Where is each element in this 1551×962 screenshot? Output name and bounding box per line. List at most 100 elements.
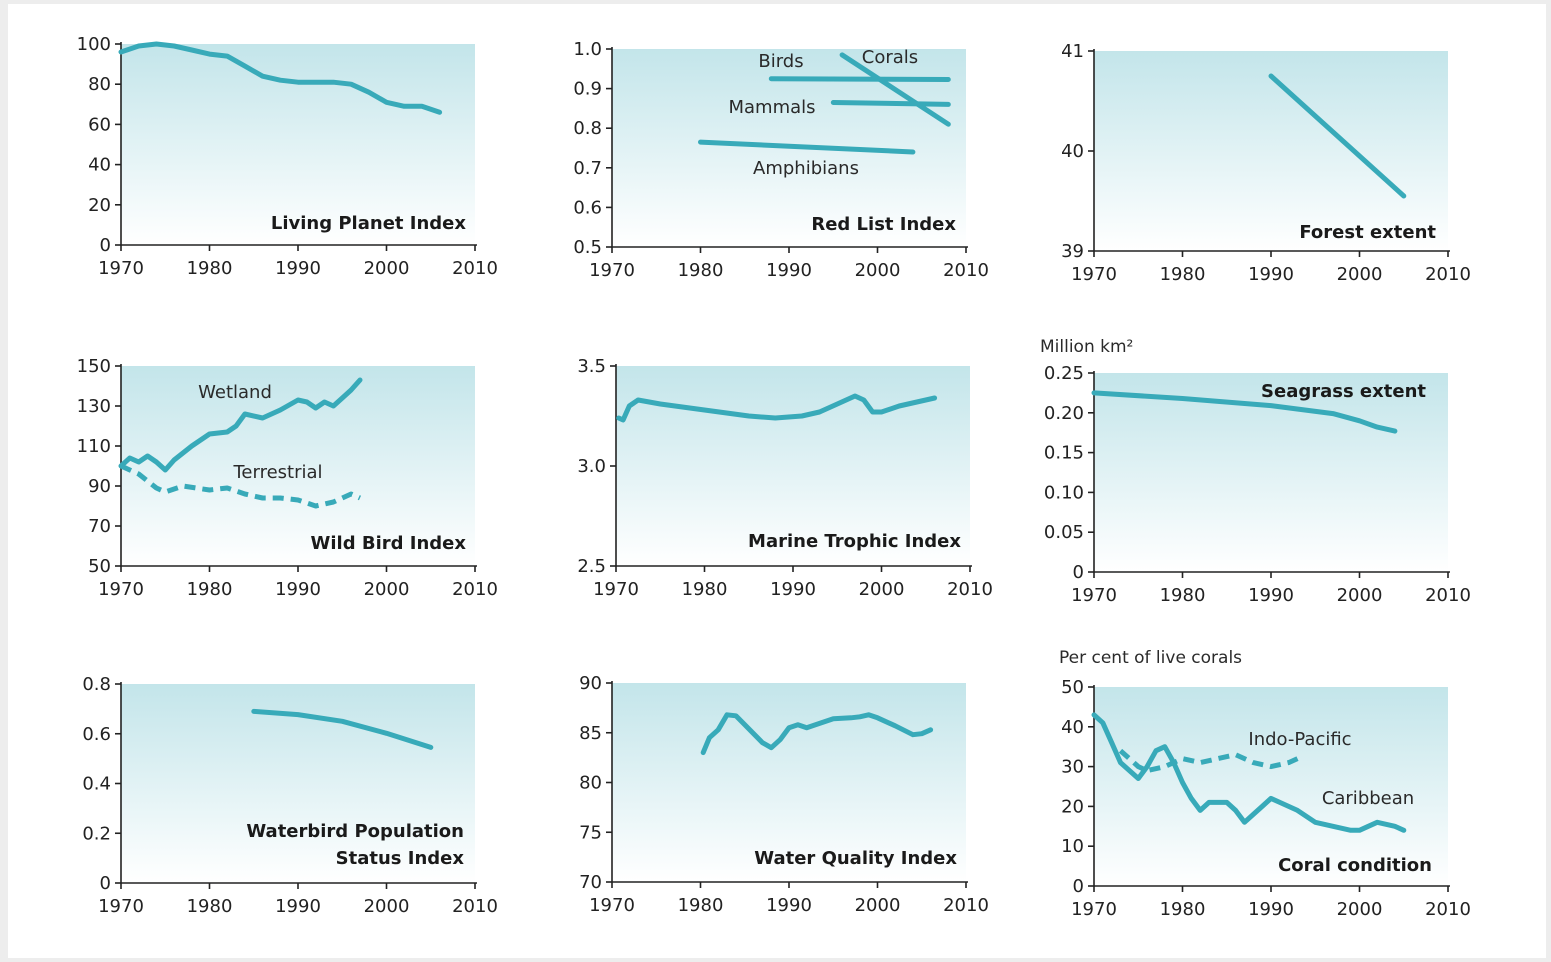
series-line-wetland: [118, 377, 363, 473]
x-tick-label: 2010: [1425, 264, 1471, 285]
plot-area: [121, 44, 475, 245]
x-tick-label: 1980: [1160, 585, 1206, 606]
panel-title: Waterbird Population: [246, 821, 464, 842]
y-tick-label: 0.8: [82, 674, 111, 695]
x-tick-label: 2010: [943, 895, 989, 916]
x-tick-label: 1980: [678, 260, 724, 281]
panel-waterbird: 1970 1980 1990 2000 2010 0 0.2 0.4 0.6 0.8 Waterbi…: [82, 674, 498, 917]
unit-label: Per cent of live corals: [1059, 648, 1242, 668]
x-tick-label: 1980: [1160, 264, 1206, 285]
y-tick-label: 0: [100, 873, 111, 894]
y-tick-label: 0.2: [82, 823, 111, 844]
plot-area: [612, 683, 966, 882]
x-tick-label: 1970: [1071, 264, 1117, 285]
x-tick-label: 1970: [98, 579, 144, 600]
y-tick-label: 100: [77, 34, 111, 55]
x-tick-label: 2010: [1425, 585, 1471, 606]
series-line-birds: [768, 76, 951, 82]
plot-area: [1094, 687, 1448, 886]
x-tick-label: 1990: [1248, 585, 1294, 606]
series-label: Wetland: [198, 382, 272, 403]
series-label: Indo-Pacific: [1248, 729, 1351, 750]
y-tick-label: 0.7: [573, 158, 602, 179]
y-tick-label: 30: [1061, 757, 1084, 778]
panel-title: Red List Index: [811, 214, 956, 235]
y-tick-label: 0: [1073, 876, 1084, 897]
y-tick-label: 60: [88, 114, 111, 135]
plot-area: [121, 684, 475, 883]
x-tick-label: 1970: [589, 260, 635, 281]
series-label: Mammals: [728, 97, 815, 118]
y-tick-label: 70: [88, 516, 111, 537]
series-line-indo-pacific: [1118, 748, 1299, 774]
x-tick-label: 2010: [452, 896, 498, 917]
panel-title: Forest extent: [1299, 222, 1436, 243]
series-line: [251, 708, 434, 750]
series-line-terrestrial: [119, 463, 362, 509]
x-tick-label: 2000: [364, 579, 410, 600]
x-tick-label: 1970: [98, 258, 144, 279]
y-tick-label: 0.5: [573, 237, 602, 258]
y-tick-label: 0: [1073, 562, 1084, 583]
x-tick-label: 2000: [364, 258, 410, 279]
y-tick-label: 70: [579, 872, 602, 893]
y-tick-label: 0.20: [1044, 403, 1084, 424]
y-tick-label: 0.6: [82, 724, 111, 745]
panel-title: Seagrass extent: [1261, 381, 1426, 402]
x-tick-label: 1990: [275, 579, 321, 600]
series-line: [616, 393, 938, 423]
x-tick-label: 1970: [589, 895, 635, 916]
y-tick-label: 40: [88, 155, 111, 176]
x-tick-label: 2000: [1337, 264, 1383, 285]
y-tick-label: 3.0: [577, 456, 606, 477]
x-tick-label: 2010: [452, 579, 498, 600]
series-line: [1091, 390, 1398, 434]
y-tick-label: 39: [1061, 241, 1084, 262]
series-label: Corals: [862, 47, 918, 68]
plot-area: [1094, 51, 1448, 251]
x-tick-label: 1990: [275, 896, 321, 917]
x-tick-label: 2000: [1337, 585, 1383, 606]
figure: 1970 1980 1990 2000 2010 0 20 40 60 80 100 Living P…: [8, 4, 1546, 958]
x-tick-label: 1980: [187, 258, 233, 279]
y-tick-label: 3.5: [577, 356, 606, 377]
y-tick-label: 110: [77, 436, 111, 457]
x-tick-label: 1970: [593, 579, 639, 600]
y-tick-label: 85: [579, 723, 602, 744]
x-tick-label: 1990: [275, 258, 321, 279]
x-tick-label: 1990: [766, 260, 812, 281]
x-tick-label: 1990: [766, 895, 812, 916]
panel-coral: 1970 1980 1990 2000 2010 0 10 20 30 40 50 Caribbean…: [1059, 648, 1471, 920]
panel-title: Water Quality Index: [754, 848, 957, 869]
y-tick-label: 150: [77, 356, 111, 377]
panel-title: Status Index: [336, 848, 465, 869]
y-tick-label: 40: [1061, 717, 1084, 738]
series-line: [1268, 73, 1407, 199]
x-tick-label: 1990: [770, 579, 816, 600]
y-tick-label: 40: [1061, 141, 1084, 162]
unit-label: Million km²: [1040, 337, 1133, 357]
y-tick-label: 50: [88, 556, 111, 577]
plot-area: [1094, 373, 1448, 572]
panel-title: Coral condition: [1278, 855, 1432, 876]
y-tick-label: 41: [1061, 41, 1084, 62]
panel-mti: 1970 1980 1990 2000 2010 2.5 3.0 3.5 Marine Trop…: [577, 356, 993, 600]
panel-title: Wild Bird Index: [311, 533, 467, 554]
y-tick-label: 75: [579, 822, 602, 843]
series-line-amphibians: [698, 139, 916, 155]
y-tick-label: 0.25: [1044, 363, 1084, 384]
y-tick-label: 2.5: [577, 556, 606, 577]
y-tick-label: 0.15: [1044, 443, 1084, 464]
x-tick-label: 2000: [1337, 899, 1383, 920]
panel-wqi: 1970 1980 1990 2000 2010 70 75 80 85 90 Water Qual…: [579, 673, 989, 916]
panel-title: Living Planet Index: [271, 213, 467, 234]
y-tick-label: 80: [88, 74, 111, 95]
panel-forest: 1970 1980 1990 2000 2010 39 40 41 Forest extent: [1061, 41, 1471, 285]
series-label: Amphibians: [753, 158, 859, 179]
x-tick-label: 2000: [859, 579, 905, 600]
y-tick-label: 0.8: [573, 118, 602, 139]
x-tick-label: 1980: [682, 579, 728, 600]
series-line: [118, 41, 443, 115]
x-tick-label: 1970: [98, 896, 144, 917]
